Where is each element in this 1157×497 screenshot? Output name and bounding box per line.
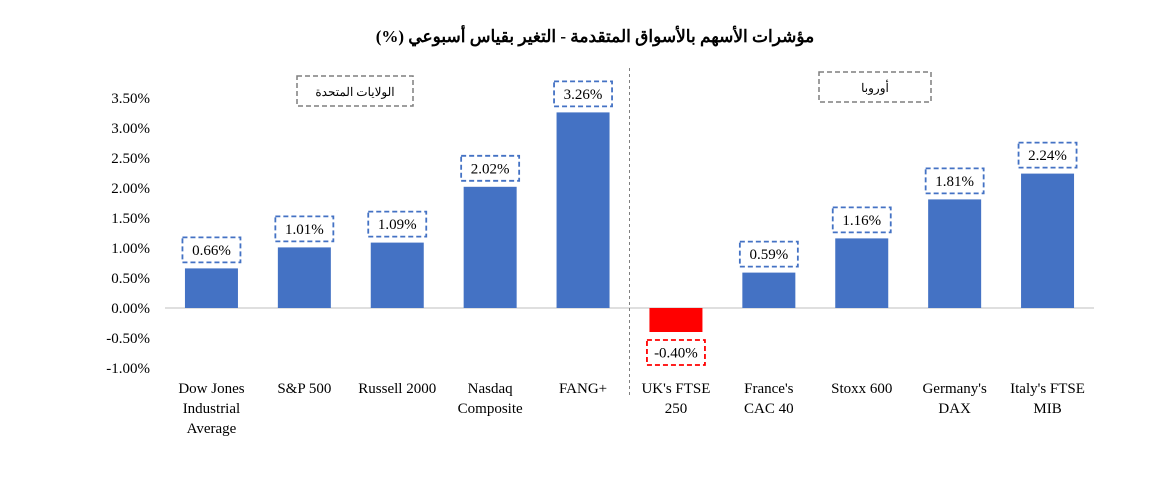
data-label-box — [738, 240, 799, 268]
category-label-line: Nasdaq — [468, 381, 513, 397]
y-tick-label: 1.00% — [111, 241, 150, 257]
category-label-line: Russell 2000 — [358, 381, 436, 397]
data-label: 1.16% — [842, 213, 881, 229]
category-label-line: Italy's FTSE — [1010, 381, 1085, 397]
category-label: Italy's FTSE MIB — [1010, 381, 1085, 417]
y-tick-label: 2.50% — [111, 151, 150, 167]
data-label: 2.02% — [471, 161, 510, 177]
y-tick-label: 3.00% — [111, 121, 150, 137]
category-label-line: S&P 500 — [277, 381, 331, 397]
category-label-line: 250 — [665, 401, 688, 417]
data-label: 1.01% — [285, 222, 324, 238]
data-label: 0.59% — [749, 247, 788, 263]
data-label-box — [831, 206, 892, 234]
bar — [370, 242, 424, 308]
category-label-line: Composite — [458, 401, 523, 417]
y-tick-label: -0.50% — [106, 331, 150, 347]
data-label-box — [1017, 141, 1078, 169]
y-tick-label: 2.00% — [111, 181, 150, 197]
data-label-box — [460, 154, 521, 182]
region-label: الولايات المتحدة — [315, 85, 394, 99]
y-tick-label: -1.00% — [106, 361, 150, 377]
bar — [463, 186, 517, 308]
category-label-line: Average — [187, 421, 237, 437]
data-label: 3.26% — [564, 87, 603, 103]
category-label-line: CAC 40 — [744, 401, 794, 417]
category-label-line: FANG+ — [559, 381, 607, 397]
bar — [649, 308, 703, 332]
category-label: Germany's DAX — [922, 381, 987, 417]
category-label: S&P 500 — [277, 381, 331, 397]
category-label: Nasdaq Composite — [458, 381, 523, 417]
category-label-line: Stoxx 600 — [831, 381, 892, 397]
category-label: FANG+ — [559, 381, 607, 397]
category-label-line: MIB — [1033, 401, 1061, 417]
bar — [277, 247, 331, 308]
category-label: Russell 2000 — [358, 381, 436, 397]
bar — [928, 199, 982, 308]
category-label-line: Industrial — [183, 401, 241, 417]
data-label: 2.24% — [1028, 148, 1067, 164]
bar — [184, 268, 238, 308]
y-tick-label: 0.50% — [111, 271, 150, 287]
y-tick-label: 1.50% — [111, 211, 150, 227]
data-label-box — [274, 215, 335, 243]
category-label: France's CAC 40 — [744, 381, 794, 417]
data-label: 0.66% — [192, 243, 231, 259]
y-tick-label: 3.50% — [111, 91, 150, 107]
data-label-box — [924, 167, 985, 195]
data-label: -0.40% — [654, 346, 698, 362]
category-label-line: UK's FTSE — [641, 381, 710, 397]
data-label-box — [181, 236, 242, 264]
bar — [556, 112, 610, 309]
data-label-box — [646, 339, 706, 366]
category-label: UK's FTSE 250 — [641, 381, 710, 417]
y-tick-label: 0.00% — [111, 301, 150, 317]
category-label-line: Germany's — [922, 381, 987, 397]
data-label: 1.09% — [378, 217, 417, 233]
data-label-box — [553, 80, 613, 108]
data-label: 1.81% — [935, 174, 974, 190]
category-label-line: France's — [744, 381, 794, 397]
region-label-box — [296, 75, 414, 107]
category-label: Dow Jones Industrial Average — [178, 381, 244, 437]
region-label-box — [818, 71, 932, 103]
category-label: Stoxx 600 — [831, 381, 892, 397]
data-label-box — [367, 210, 428, 238]
category-label-line: DAX — [938, 401, 971, 417]
category-label-line: Dow Jones — [178, 381, 244, 397]
chart-title: مؤشرات الأسهم بالأسواق المتقدمة - التغير… — [376, 24, 815, 47]
region-label: أوروبا — [861, 80, 889, 95]
bar — [835, 238, 889, 308]
bar — [742, 272, 796, 308]
bar — [1021, 173, 1075, 308]
